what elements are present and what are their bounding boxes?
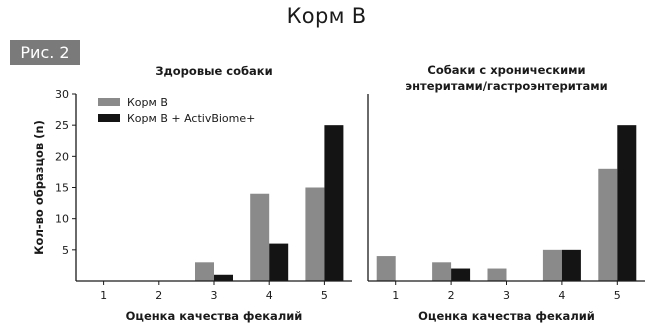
bar-panel2-series1-cat3 bbox=[487, 268, 507, 281]
legend-label-series1: Корм B bbox=[127, 96, 168, 109]
y-tick-label-panel1-25: 25 bbox=[55, 119, 69, 132]
x-tick-label-panel2-4: 4 bbox=[558, 289, 565, 302]
x-tick-label-panel1-5: 5 bbox=[321, 289, 328, 302]
bar-panel1-series2-cat4 bbox=[269, 243, 289, 281]
x-tick-label-panel1-3: 3 bbox=[211, 289, 218, 302]
bar-panel2-series2-cat5 bbox=[617, 125, 637, 282]
x-axis-label-panel1: Оценка качества фекалий bbox=[126, 309, 303, 323]
x-tick-label-panel1-2: 2 bbox=[155, 289, 162, 302]
bar-panel1-series1-cat4 bbox=[250, 193, 270, 281]
y-tick-label-panel1-30: 30 bbox=[55, 88, 69, 101]
panel-title-2-line-1: Собаки с хроническими bbox=[427, 63, 585, 77]
y-tick-label-panel1-20: 20 bbox=[55, 150, 69, 163]
x-tick-label-panel1-4: 4 bbox=[266, 289, 273, 302]
bar-panel2-series1-cat1 bbox=[376, 256, 396, 281]
bar-panel1-series1-cat3 bbox=[195, 262, 214, 281]
chart-main-title: Корм B bbox=[286, 4, 367, 28]
legend-swatch-series1 bbox=[98, 98, 120, 106]
x-tick-label-panel2-5: 5 bbox=[614, 289, 621, 302]
x-tick-label-panel2-3: 3 bbox=[503, 289, 510, 302]
x-tick-label-panel2-2: 2 bbox=[448, 289, 455, 302]
bar-panel2-series1-cat5 bbox=[598, 168, 618, 281]
y-tick-label-panel1-5: 5 bbox=[62, 244, 69, 257]
figure-label-badge: Рис. 2 bbox=[10, 40, 80, 65]
bar-panel1-series1-cat5 bbox=[305, 187, 325, 281]
bar-panel1-series2-cat5 bbox=[324, 125, 344, 282]
bar-panel2-series2-cat2 bbox=[451, 268, 471, 281]
panel-title-1-line-1: Здоровые собаки bbox=[155, 64, 272, 78]
x-tick-label-panel2-1: 1 bbox=[392, 289, 399, 302]
legend-swatch-series2 bbox=[98, 114, 120, 122]
x-axis-label-panel2: Оценка качества фекалий bbox=[418, 309, 595, 323]
bar-panel2-series1-cat2 bbox=[432, 262, 452, 281]
x-tick-label-panel1-1: 1 bbox=[100, 289, 107, 302]
y-tick-label-panel1-10: 10 bbox=[55, 213, 69, 226]
panel-title-2-line-2: энтеритами/гастроэнтеритами bbox=[405, 79, 607, 93]
bar-panel2-series1-cat4 bbox=[542, 249, 562, 281]
y-axis-label-panel1: Кол-во образцов (n) bbox=[32, 120, 46, 255]
legend-label-series2: Корм B + ActivBiome+ bbox=[127, 112, 255, 125]
bar-panel2-series2-cat4 bbox=[561, 249, 581, 281]
y-tick-label-panel1-15: 15 bbox=[55, 182, 69, 195]
bar-panel1-series2-cat3 bbox=[214, 274, 233, 281]
